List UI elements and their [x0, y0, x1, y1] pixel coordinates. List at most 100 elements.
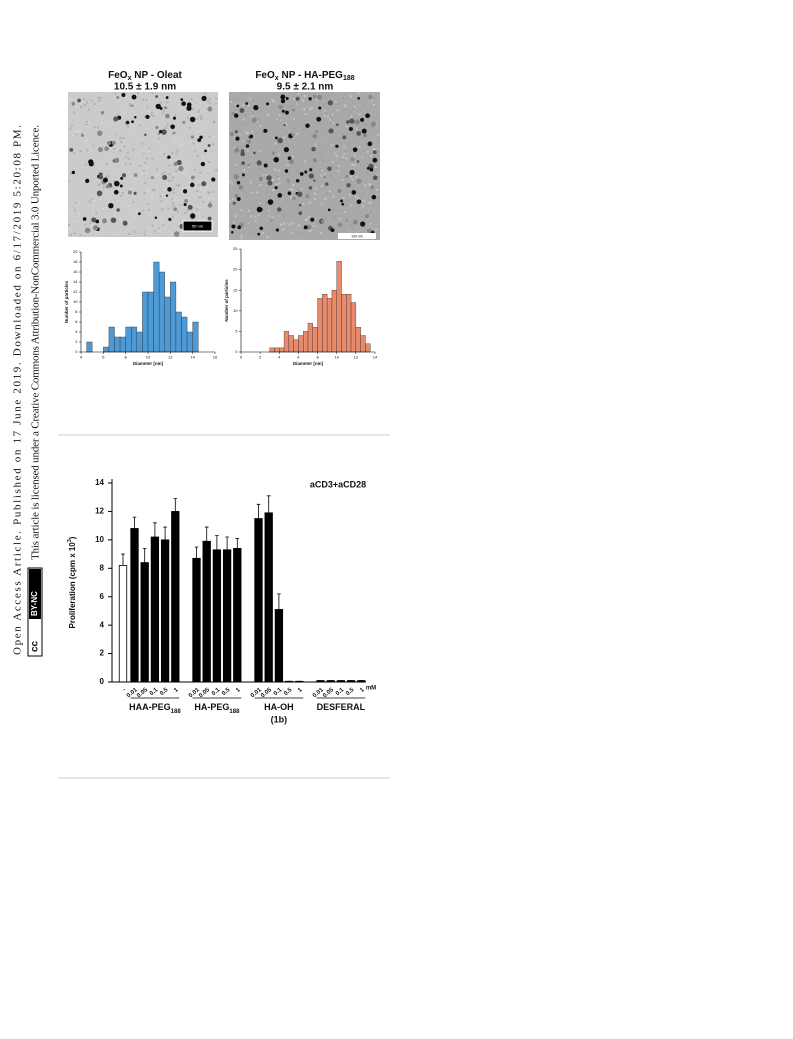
y-tick-label: 6: [100, 592, 105, 601]
image-noise: [234, 103, 237, 106]
nanoparticle: [256, 160, 262, 166]
image-noise: [348, 199, 351, 202]
nanoparticle: [346, 120, 350, 124]
image-noise: [194, 187, 197, 190]
image-noise: [148, 149, 151, 152]
image-noise: [80, 105, 83, 108]
y-tick-label: 0: [235, 349, 238, 354]
nanoparticle: [91, 217, 97, 223]
image-noise: [314, 187, 317, 190]
image-noise: [202, 126, 205, 129]
error-bar: [142, 547, 147, 563]
image-noise: [207, 160, 210, 163]
image-noise: [245, 192, 248, 195]
x-tick-label: 8: [316, 355, 319, 360]
nanoparticle: [111, 140, 116, 145]
x-tick-label: 0.1: [273, 687, 284, 697]
image-noise: [272, 180, 275, 183]
image-noise: [202, 156, 205, 159]
image-noise: [188, 158, 191, 161]
image-noise: [251, 111, 254, 114]
image-noise: [291, 188, 294, 191]
error-bar: [256, 503, 261, 519]
image-noise: [105, 218, 108, 221]
image-noise: [375, 209, 378, 212]
nanoparticle: [369, 167, 374, 172]
image-noise: [321, 169, 324, 172]
image-noise: [139, 124, 142, 127]
nanoparticle: [178, 165, 184, 172]
image-noise: [362, 104, 365, 107]
image-noise: [118, 218, 121, 221]
image-noise: [230, 118, 233, 121]
image-noise: [374, 124, 377, 127]
histogram-bar: [288, 335, 294, 353]
nanoparticle: [190, 182, 195, 188]
image-noise: [207, 100, 210, 103]
title-subscript: x: [128, 75, 132, 82]
nanoparticle: [197, 138, 202, 143]
x-tick-label: 0.1: [149, 687, 160, 697]
image-noise: [69, 123, 72, 126]
image-noise: [93, 200, 96, 203]
image-noise: [132, 214, 135, 217]
image-noise: [99, 101, 102, 104]
nanoparticle: [183, 202, 187, 207]
histogram-bar: [153, 261, 160, 353]
x-tick-label: -: [122, 687, 127, 693]
image-noise: [132, 148, 135, 151]
image-noise: [166, 123, 169, 126]
image-noise: [192, 131, 195, 134]
image-noise: [325, 217, 328, 220]
image-noise: [245, 138, 248, 141]
nanoparticle: [284, 110, 289, 115]
group-label: HAA-PEG188: [129, 702, 181, 714]
image-noise: [348, 193, 351, 196]
nanoparticle: [154, 216, 158, 220]
image-noise: [309, 108, 312, 111]
nanoparticle: [295, 178, 300, 183]
image-noise: [279, 223, 282, 226]
nanoparticle: [110, 217, 117, 223]
panel-subtitle: 9.5 ± 2.1 nm: [277, 82, 334, 93]
nanoparticle: [259, 226, 263, 231]
image-noise: [312, 224, 315, 227]
image-noise: [90, 99, 93, 102]
image-noise: [240, 146, 243, 149]
nanoparticle: [131, 120, 134, 124]
image-noise: [195, 117, 198, 120]
x-tick-label: 10: [334, 355, 339, 360]
y-tick-label: 10: [233, 308, 238, 313]
image-noise: [193, 97, 196, 100]
image-noise: [86, 101, 89, 104]
image-noise: [210, 193, 213, 196]
image-noise: [125, 155, 128, 158]
y-tick-label: 8: [75, 309, 78, 314]
image-noise: [241, 104, 244, 107]
nanoparticle: [328, 128, 334, 134]
image-noise: [143, 233, 146, 236]
image-noise: [297, 188, 300, 191]
nanoparticle: [366, 166, 370, 170]
image-noise: [147, 203, 150, 206]
scale-bar: [338, 233, 376, 239]
y-tick-label: 4: [75, 329, 78, 334]
nanoparticle: [253, 151, 256, 155]
image-noise: [327, 115, 330, 118]
image-noise: [144, 151, 147, 154]
image-noise: [150, 114, 153, 117]
image-noise: [73, 152, 76, 155]
image-noise: [277, 177, 280, 180]
image-noise: [271, 228, 274, 231]
image-noise: [162, 193, 165, 196]
image-noise: [102, 186, 105, 189]
image-noise: [300, 204, 303, 207]
x-tick-label: 1: [173, 687, 180, 694]
image-noise: [150, 196, 153, 199]
image-noise: [163, 189, 166, 192]
error-bar: [153, 522, 157, 538]
image-noise: [358, 113, 361, 116]
image-noise: [148, 226, 151, 229]
image-noise: [93, 126, 96, 129]
